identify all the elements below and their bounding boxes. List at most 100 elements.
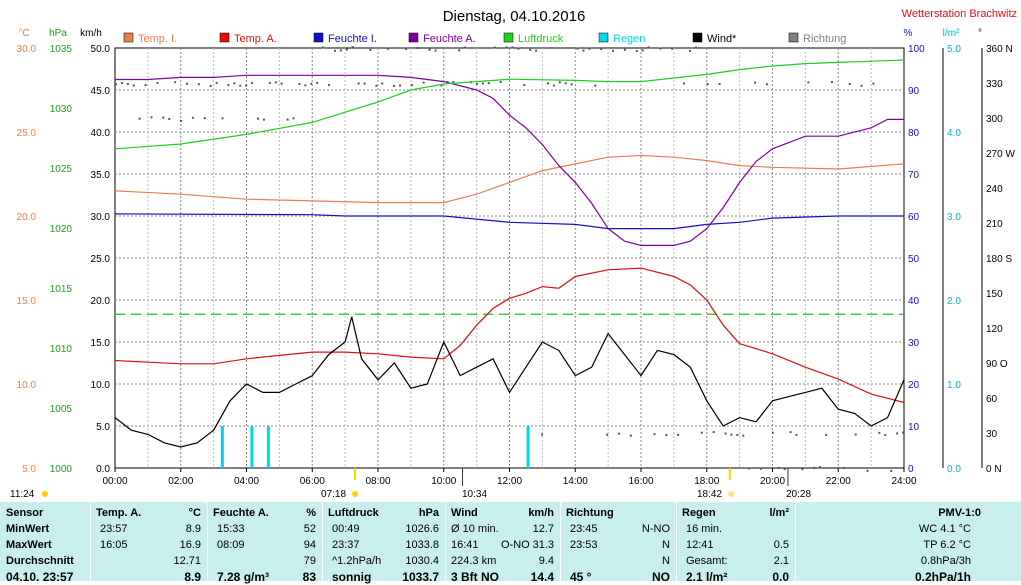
stats-value: 23:37 — [332, 539, 360, 551]
dir-tick: 120 — [986, 324, 1003, 335]
direction-dot — [156, 81, 159, 84]
stats-separator — [795, 502, 796, 581]
hum-unit-label: % — [904, 28, 913, 39]
stats-row: TP 6.2 °C — [795, 538, 1021, 553]
legend-label: Feuchte I. — [328, 33, 377, 45]
rain-tick: 5.0 — [947, 44, 961, 55]
stats-row: 7.28 g/m³ 83 — [207, 570, 322, 585]
direction-dot — [635, 49, 638, 52]
direction-dot — [529, 48, 532, 51]
direction-dot — [576, 47, 579, 50]
stats-head: Temp. A. — [96, 507, 142, 519]
stats-separator — [90, 502, 91, 581]
direction-dot — [736, 433, 739, 436]
x-tick-label: 14:00 — [563, 476, 588, 487]
stats-value: 7.28 g/m³ — [217, 570, 270, 584]
stats-head: Regen — [682, 507, 716, 519]
stats-row: 45 ° NO — [560, 570, 676, 585]
stats-value: 8.9 — [185, 523, 201, 535]
stats-header: Regen l/m² — [676, 506, 795, 521]
direction-dot — [138, 117, 141, 120]
hum-tick: 20 — [908, 380, 920, 391]
series-line-feuchte-i- — [114, 213, 904, 230]
stats-value: 3 Bft NO — [451, 570, 499, 584]
legend-label: Richtung — [803, 33, 846, 45]
direction-dot — [345, 48, 348, 51]
stats-head: PMV-1:0 — [938, 507, 981, 519]
direction-dot — [197, 83, 200, 86]
direction-dot — [819, 466, 822, 469]
direction-dot — [209, 84, 212, 87]
stats-value: 83 — [302, 570, 316, 584]
stats-unit: l/m² — [769, 507, 789, 519]
direction-dot — [115, 83, 117, 86]
direction-dot — [902, 431, 905, 434]
direction-dot — [464, 46, 467, 49]
direction-dot — [333, 49, 336, 52]
hum-tick: 40 — [908, 296, 920, 307]
wind-tick: 10.0 — [91, 380, 111, 391]
sun-markers: 11:24 07:18 10:34 18:42 20:28 — [10, 468, 811, 500]
wind-tick: 40.0 — [91, 128, 111, 139]
direction-dot — [227, 84, 230, 87]
stats-head: Sensor — [6, 507, 44, 519]
stats-value: sonnig — [332, 570, 372, 584]
direction-dot — [665, 434, 668, 437]
stats-row: Gesamt: 2.1 — [676, 554, 795, 569]
stats-value: 31.3 — [532, 539, 554, 551]
direction-dot — [801, 468, 804, 471]
direction-dot — [440, 84, 443, 87]
temp-tick: 20.0 — [17, 212, 37, 223]
x-tick-label: 20:00 — [760, 476, 785, 487]
direction-dot — [677, 433, 680, 436]
stats-row: WC 4.1 °C — [795, 522, 1021, 537]
direction-dot — [357, 82, 360, 85]
hum-tick: 60 — [908, 212, 920, 223]
direction-dot — [251, 81, 254, 84]
direction-dot — [535, 49, 538, 52]
direction-dot — [233, 82, 236, 85]
direction-dot — [328, 84, 331, 87]
rain-bar — [250, 426, 254, 468]
direction-dot — [203, 117, 206, 120]
stats-value: N — [662, 539, 670, 551]
wind-tick: 5.0 — [96, 422, 110, 433]
stats-header: PMV-1:0 — [795, 506, 1021, 521]
wind-unit-label: km/h — [80, 28, 102, 39]
stats-separator — [207, 502, 208, 581]
stats-row: 3 Bft NO 14.4 — [445, 570, 560, 585]
direction-dot — [168, 117, 171, 120]
stats-value: N — [662, 555, 670, 567]
stats-col: Feuchte A.% 15:33 52 08:09 94 79 7.28 g/m³ 83 — [207, 502, 322, 584]
x-tick-label: 24:00 — [891, 476, 916, 487]
stats-value: 23:53 — [570, 539, 598, 551]
stats-value: 16:05 — [100, 539, 128, 551]
stats-value: 08:09 — [217, 539, 245, 551]
direction-dot — [381, 82, 384, 85]
direction-dot — [292, 117, 295, 120]
stats-value: 2.1 — [773, 555, 789, 567]
x-tick-label: 22:00 — [826, 476, 851, 487]
stats-value: 23:45 — [570, 523, 598, 535]
direction-dot — [623, 48, 626, 51]
direction-dot — [641, 49, 644, 52]
stats-header: Sensor — [0, 506, 90, 521]
stats-col: PMV-1:0 WC 4.1 °C TP 6.2 °C 0.8hPa/3h 0.2hPa… — [795, 502, 1021, 584]
dir-tick: 300 — [986, 114, 1003, 125]
stats-value: 224.3 km — [451, 555, 497, 567]
sunrise-label: 07:18 — [321, 489, 346, 500]
rain-bars — [220, 426, 530, 468]
stats-unit: km/h — [528, 507, 554, 519]
temp-unit-label: °C — [18, 28, 29, 39]
moonset-label: 20:28 — [786, 489, 811, 500]
stats-row: 00:49 1026.6 — [322, 522, 445, 537]
direction-dot — [718, 83, 721, 86]
direction-dot — [174, 81, 177, 84]
legend-swatch — [692, 32, 703, 43]
rain-bar — [526, 426, 530, 468]
rain-bar — [220, 426, 224, 468]
direction-dot — [257, 117, 260, 120]
dir-tick: 90 O — [986, 359, 1008, 370]
sunset-label: 18:42 — [697, 489, 722, 500]
direction-dot — [890, 469, 893, 472]
